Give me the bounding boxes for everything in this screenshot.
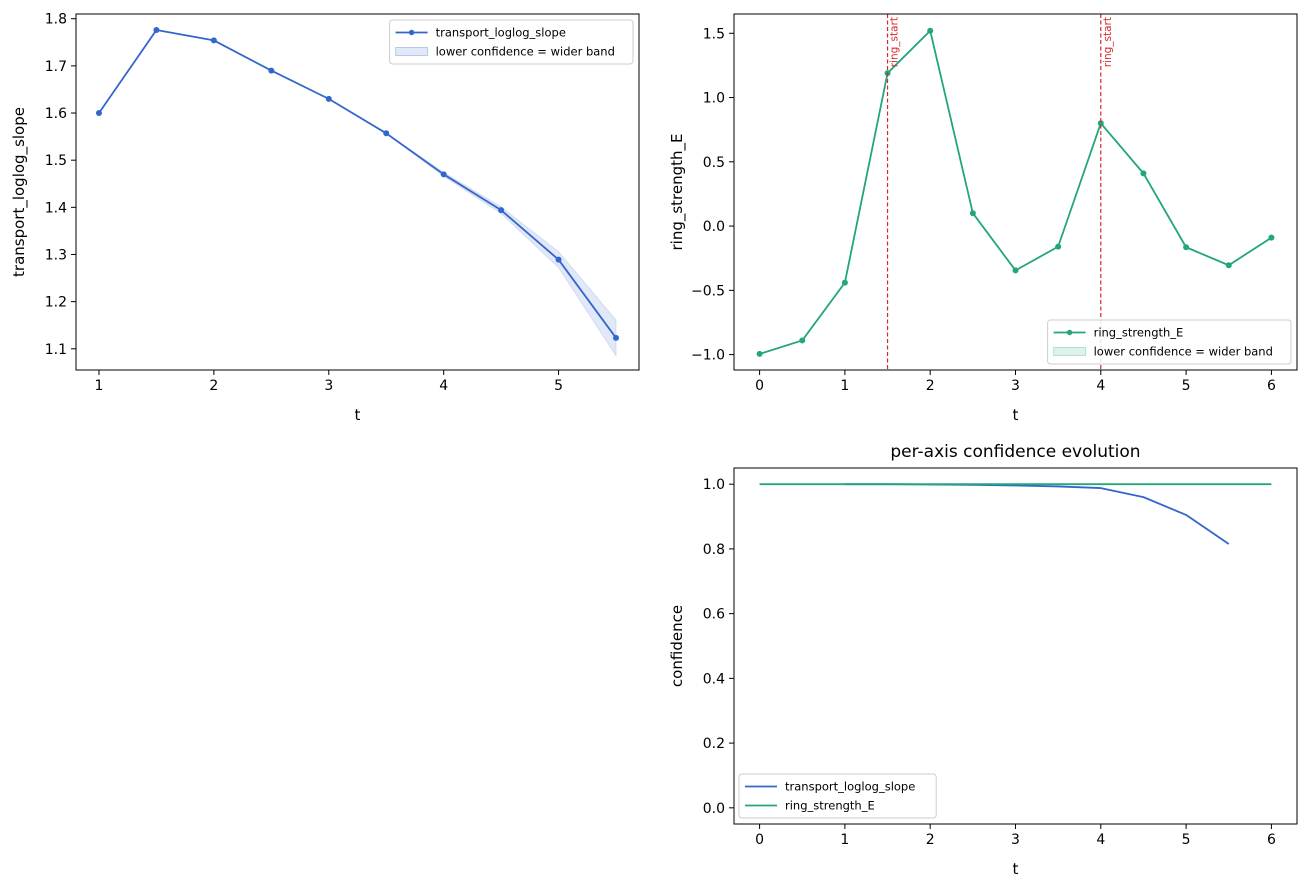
legend-swatch [395, 47, 429, 56]
legend-frame [738, 773, 937, 819]
x-tick-label: 3 [1011, 832, 1020, 848]
x-tick-label: 4 [1096, 378, 1105, 394]
x-axis-label: t [1013, 860, 1019, 878]
x-tick-label: 5 [1182, 832, 1191, 848]
data-point [613, 334, 620, 341]
plot-frame [733, 13, 1298, 371]
y-tick-label: 1.5 [703, 26, 725, 42]
chart-title: per-axis confidence evolution [890, 442, 1140, 462]
x-tick-label: 0 [755, 378, 764, 394]
x-tick-label: 1 [840, 832, 849, 848]
legend-frame [1047, 319, 1292, 365]
y-axis-label: transport_loglog_slope [10, 107, 29, 277]
series-line-0 [844, 483, 1230, 545]
data-point [383, 130, 390, 137]
legend-label: lower confidence = wider band [1094, 345, 1273, 359]
y-tick-label: 0.8 [703, 542, 725, 558]
x-tick-label: 4 [439, 378, 448, 394]
y-tick-label: 1.1 [45, 342, 67, 358]
y-tick-label: 1.4 [45, 200, 67, 216]
y-tick-label: 0.2 [703, 736, 725, 752]
legend-label: transport_loglog_slope [436, 26, 566, 40]
data-point [841, 279, 848, 286]
x-tick-label: 5 [554, 378, 563, 394]
confidence-band-0 [98, 29, 617, 358]
x-tick-label: 3 [1011, 378, 1020, 394]
series-line-0 [759, 29, 1272, 355]
x-tick-label: 2 [926, 378, 935, 394]
y-tick-label: 1.7 [45, 59, 67, 75]
data-point [1225, 262, 1232, 269]
x-tick-label: 0 [755, 832, 764, 848]
data-point [799, 337, 806, 344]
x-tick-label: 6 [1267, 832, 1276, 848]
data-point [153, 27, 160, 34]
data-point [1097, 120, 1104, 127]
data-point [268, 67, 275, 74]
chart-transport-loglog-slope: 1 2 3 4 5 1.1 1.2 1.3 1.4 1.5 1.6 1.7 1.8 t transport_… [10, 12, 640, 424]
chart-confidence-evolution: 0 1 2 3 4 5 6 0.0 0.2 0.4 0.6 0.8 1.0 t confidence per-… [668, 442, 1298, 878]
data-point [325, 95, 332, 102]
y-axis-label: ring_strength_E [668, 133, 687, 250]
y-tick-label: 1.8 [45, 12, 67, 28]
y-tick-label: 1.3 [45, 247, 67, 263]
x-axis-label: t [1013, 406, 1019, 424]
x-tick-label: 4 [1096, 832, 1105, 848]
legend-frame [389, 19, 634, 65]
x-tick-label: 2 [209, 378, 218, 394]
data-point [210, 37, 217, 44]
y-tick-label: 1.0 [703, 477, 725, 493]
x-tick-label: 6 [1267, 378, 1276, 394]
plot-frame [75, 13, 640, 371]
y-tick-label: 1.6 [45, 106, 67, 122]
x-tick-label: 1 [840, 378, 849, 394]
series-line-0 [98, 29, 617, 339]
x-tick-label: 1 [95, 378, 104, 394]
legend-label: ring_strength_E [785, 799, 875, 813]
data-point [927, 27, 934, 34]
legend-label: transport_loglog_slope [785, 780, 915, 794]
y-tick-label: 1.5 [45, 153, 67, 169]
data-point [498, 207, 505, 214]
y-tick-label: 0.6 [703, 607, 725, 623]
legend-swatch [1053, 347, 1087, 356]
data-point [756, 350, 763, 357]
y-tick-label: −1.0 [691, 348, 725, 364]
data-point [969, 210, 976, 217]
data-point [555, 256, 562, 263]
plot-frame [733, 467, 1298, 825]
y-tick-label: 1.2 [45, 295, 67, 311]
y-tick-label: 0.0 [703, 801, 725, 817]
x-tick-label: 5 [1182, 378, 1191, 394]
x-axis-label: t [355, 406, 361, 424]
y-tick-label: 0.5 [703, 155, 725, 171]
y-axis-label: confidence [668, 605, 686, 687]
confidence-band-0 [759, 29, 1272, 355]
y-tick-label: 1.0 [703, 91, 725, 107]
legend-marker [408, 29, 415, 36]
legend: transport_loglog_slope ring_strength_E [738, 773, 937, 819]
legend-label: ring_strength_E [1094, 326, 1184, 340]
y-tick-label: 0.0 [703, 219, 725, 235]
vline-label: ring_start [889, 17, 901, 67]
x-tick-label: 2 [926, 832, 935, 848]
y-tick-label: 0.4 [703, 671, 725, 687]
x-tick-label: 3 [324, 378, 333, 394]
legend-marker [1066, 329, 1073, 336]
data-point [1140, 170, 1147, 177]
legend-label: lower confidence = wider band [436, 45, 615, 59]
data-point [95, 110, 102, 117]
data-point [1055, 243, 1062, 250]
data-point [440, 171, 447, 178]
data-point [1183, 244, 1190, 251]
vline-label: ring_start [1102, 17, 1114, 67]
data-point [1268, 234, 1275, 241]
data-point [1012, 267, 1019, 274]
chart-ring-strength: ring_start ring_start 0 1 2 3 4 5 6 −1.0 −0.5 0.0 0.… [668, 13, 1298, 424]
y-tick-label: −0.5 [691, 283, 725, 299]
